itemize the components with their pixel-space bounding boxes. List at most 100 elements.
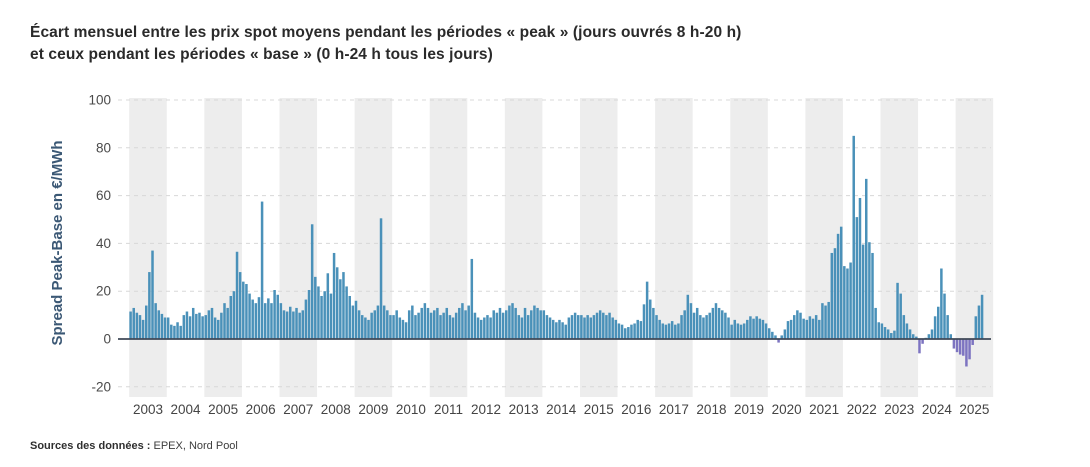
- bar-2014-7: [561, 322, 564, 339]
- bar-2015-3: [586, 315, 589, 339]
- bar-2009-6: [370, 312, 373, 339]
- bar-2006-2: [245, 284, 248, 339]
- bar-2022-1: [843, 266, 846, 339]
- bar-2018-9: [717, 307, 721, 339]
- bar-2010-3: [398, 317, 402, 339]
- bar-2007-11: [310, 224, 314, 339]
- bar-2025-3: [962, 339, 965, 356]
- bar-2024-4: [927, 334, 931, 339]
- bar-2006-10: [270, 303, 273, 339]
- bar-2003-4: [138, 315, 142, 339]
- x-tick-label: 2003: [133, 402, 163, 417]
- bar-2015-6: [595, 312, 599, 339]
- bar-2015-9: [605, 315, 608, 339]
- bar-2024-1: [918, 339, 921, 354]
- bar-2013-7: [523, 307, 527, 339]
- bar-2022-5: [855, 217, 859, 339]
- bar-2009-9: [379, 218, 383, 339]
- bar-2020-10: [796, 310, 799, 339]
- bar-2024-5: [930, 329, 934, 339]
- bar-2021-10: [833, 248, 837, 339]
- bar-2021-11: [836, 233, 840, 339]
- bar-2018-8: [714, 303, 718, 339]
- bar-2017-7: [674, 324, 677, 339]
- bar-2016-6: [633, 323, 636, 339]
- y-tick-label: 20: [96, 284, 111, 299]
- bar-2013-11: [536, 307, 539, 339]
- bar-2021-3: [811, 318, 815, 339]
- bar-2025-8: [977, 305, 981, 339]
- bar-2018-11: [724, 312, 727, 339]
- bar-2005-11: [235, 251, 239, 339]
- bar-2016-10: [645, 281, 649, 339]
- bar-2008-6: [332, 252, 336, 339]
- bar-2016-2: [620, 324, 624, 339]
- bar-2008-10: [345, 286, 348, 339]
- bar-2009-12: [389, 315, 392, 339]
- bar-2009-4: [364, 317, 367, 339]
- bar-2010-4: [401, 319, 405, 339]
- bar-2023-6: [896, 282, 899, 339]
- bar-2021-9: [830, 252, 834, 339]
- bar-2024-11: [949, 334, 953, 339]
- bar-2008-1: [317, 286, 320, 339]
- x-tick-label: 2021: [809, 402, 839, 417]
- bar-2004-5: [179, 325, 182, 339]
- bar-2007-9: [304, 299, 308, 339]
- bar-2008-2: [320, 295, 323, 339]
- source-label: Sources des données :: [30, 440, 151, 452]
- bar-2011-7: [448, 315, 452, 339]
- bar-2006-9: [267, 298, 270, 339]
- chart-title-line2: et ceux pendant les périodes « base » (0…: [30, 46, 493, 63]
- bar-2009-8: [376, 305, 380, 339]
- bar-2011-6: [445, 307, 449, 339]
- bar-2013-4: [514, 307, 517, 339]
- bar-2019-9: [755, 316, 758, 339]
- bar-2008-8: [339, 279, 342, 339]
- year-band: [429, 98, 468, 397]
- x-tick-label: 2011: [434, 402, 463, 417]
- bar-2011-1: [429, 312, 433, 339]
- source-note: Sources des données : EPEX, Nord Pool: [30, 440, 238, 452]
- bar-2007-4: [289, 306, 292, 339]
- bar-2010-10: [420, 307, 423, 339]
- bar-2021-7: [824, 305, 827, 339]
- bar-2013-8: [526, 315, 530, 339]
- bar-2010-1: [392, 315, 395, 339]
- bar-2003-12: [163, 317, 167, 339]
- x-tick-label: 2023: [884, 402, 914, 417]
- year-band: [730, 98, 768, 397]
- bar-2007-5: [292, 311, 295, 339]
- bar-2020-2: [771, 331, 774, 339]
- bar-2015-5: [592, 315, 596, 339]
- bar-2022-6: [858, 197, 862, 339]
- x-tick-label: 2009: [358, 402, 388, 417]
- bar-2013-10: [533, 305, 536, 339]
- bar-2012-2: [470, 258, 474, 339]
- bar-2015-1: [580, 315, 583, 339]
- y-tick-label: 100: [88, 93, 111, 108]
- bar-2017-6: [670, 321, 674, 339]
- x-tick-label: 2017: [659, 402, 689, 417]
- bar-2005-9: [229, 295, 233, 339]
- bar-2013-1: [505, 310, 508, 339]
- bar-2018-3: [699, 315, 702, 339]
- bar-2003-8: [151, 250, 154, 339]
- bar-2004-7: [185, 311, 189, 339]
- bar-2020-11: [799, 312, 802, 339]
- bar-2015-11: [611, 317, 614, 339]
- chart-title: Écart mensuel entre les prix spot moyens…: [30, 22, 741, 66]
- bar-2012-7: [486, 315, 489, 339]
- bar-2011-8: [451, 317, 455, 339]
- year-band: [655, 98, 693, 397]
- x-tick-label: 2024: [922, 402, 953, 417]
- bar-2015-2: [583, 317, 586, 339]
- bar-2015-8: [602, 312, 605, 339]
- x-tick-label: 2016: [621, 402, 651, 417]
- bar-2020-5: [780, 335, 783, 339]
- bar-2025-7: [974, 316, 978, 339]
- y-tick-label: 40: [96, 236, 111, 251]
- x-tick-label: 2008: [321, 402, 351, 417]
- bar-2005-12: [238, 272, 242, 339]
